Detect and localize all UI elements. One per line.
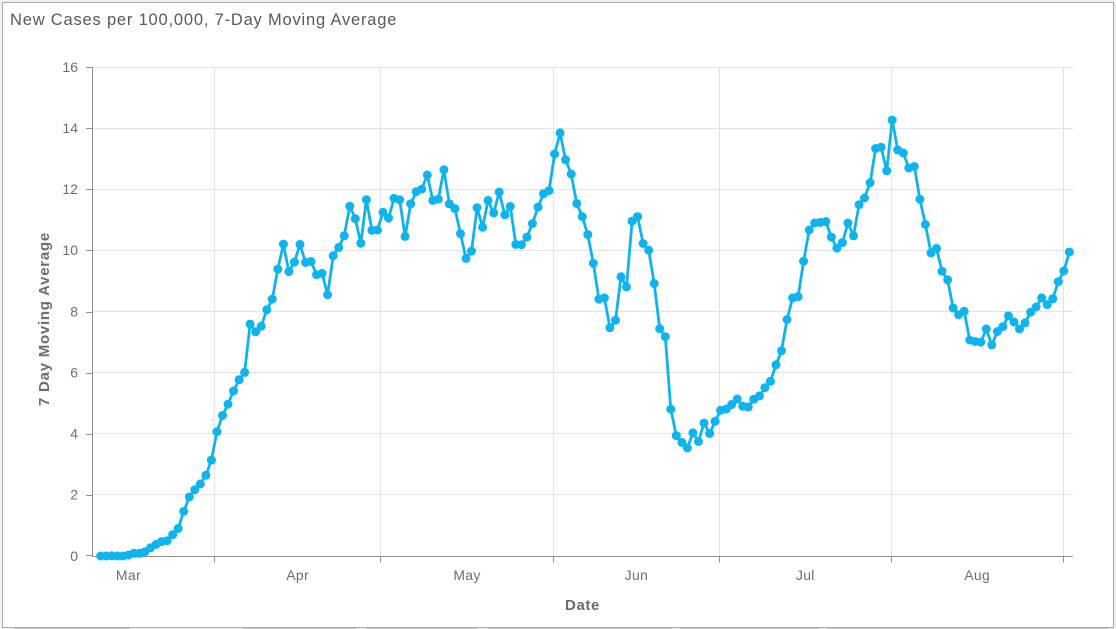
svg-text:Jul: Jul xyxy=(796,567,815,583)
svg-text:Apr: Apr xyxy=(286,567,309,583)
svg-text:0: 0 xyxy=(70,548,78,564)
svg-text:Date: Date xyxy=(565,597,600,614)
svg-text:May: May xyxy=(453,567,480,583)
svg-text:Aug: Aug xyxy=(964,567,990,583)
svg-text:10: 10 xyxy=(62,242,78,258)
svg-text:8: 8 xyxy=(70,303,78,319)
svg-text:4: 4 xyxy=(70,426,78,442)
svg-text:6: 6 xyxy=(70,365,78,381)
svg-text:14: 14 xyxy=(62,120,78,136)
svg-text:16: 16 xyxy=(62,59,78,75)
svg-text:7 Day Moving Average: 7 Day Moving Average xyxy=(36,232,53,406)
svg-text:12: 12 xyxy=(62,181,78,197)
svg-text:2: 2 xyxy=(70,487,78,503)
svg-text:Mar: Mar xyxy=(116,567,141,583)
svg-text:Jun: Jun xyxy=(625,567,648,583)
